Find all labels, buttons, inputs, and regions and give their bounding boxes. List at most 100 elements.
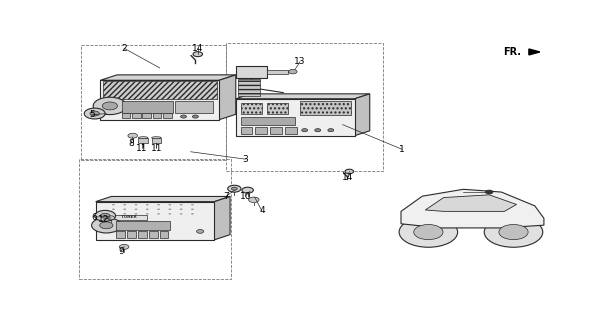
Bar	[122, 113, 131, 118]
Bar	[148, 231, 158, 237]
Bar	[116, 231, 124, 237]
Text: 14: 14	[192, 44, 204, 53]
Bar	[256, 127, 267, 133]
Bar	[138, 231, 147, 237]
Bar	[240, 103, 262, 114]
Circle shape	[191, 209, 194, 210]
Polygon shape	[236, 94, 370, 99]
Bar	[175, 101, 213, 113]
Circle shape	[146, 204, 149, 205]
Circle shape	[399, 217, 458, 247]
Circle shape	[157, 204, 160, 205]
Bar	[103, 81, 217, 99]
Text: 2: 2	[121, 44, 127, 53]
Text: 12: 12	[98, 215, 109, 224]
Circle shape	[169, 213, 171, 215]
Circle shape	[485, 190, 493, 194]
Circle shape	[100, 222, 113, 229]
Circle shape	[242, 187, 253, 193]
Polygon shape	[96, 196, 230, 202]
Circle shape	[197, 229, 204, 233]
Circle shape	[123, 204, 126, 205]
Circle shape	[146, 213, 149, 215]
Circle shape	[90, 111, 99, 116]
Circle shape	[180, 213, 183, 215]
Text: 13: 13	[294, 57, 306, 66]
Circle shape	[120, 244, 129, 249]
Circle shape	[499, 225, 528, 240]
Circle shape	[146, 209, 149, 210]
Bar	[240, 127, 253, 133]
Polygon shape	[101, 75, 236, 80]
Polygon shape	[219, 75, 236, 120]
Circle shape	[112, 209, 115, 210]
Text: 8: 8	[128, 139, 134, 148]
Bar	[240, 117, 295, 125]
Circle shape	[345, 169, 354, 174]
Text: 5: 5	[89, 110, 94, 119]
Text: 11: 11	[136, 144, 148, 153]
Circle shape	[192, 115, 199, 118]
Circle shape	[112, 213, 115, 215]
Bar	[96, 202, 215, 240]
Circle shape	[191, 204, 194, 205]
Circle shape	[101, 213, 110, 218]
Circle shape	[169, 209, 171, 210]
Bar	[300, 101, 351, 116]
Text: 7: 7	[223, 192, 229, 201]
Circle shape	[232, 187, 237, 190]
Bar	[101, 80, 219, 120]
Bar	[139, 138, 148, 143]
Circle shape	[112, 204, 115, 205]
Circle shape	[157, 213, 160, 215]
Text: 3: 3	[242, 155, 248, 164]
Bar	[111, 215, 147, 220]
Circle shape	[302, 129, 308, 132]
Bar	[127, 231, 135, 237]
Circle shape	[180, 209, 183, 210]
Circle shape	[157, 209, 160, 210]
Bar	[142, 113, 151, 118]
Bar	[132, 113, 140, 118]
Circle shape	[135, 204, 137, 205]
Circle shape	[128, 133, 137, 138]
Polygon shape	[529, 49, 540, 55]
Circle shape	[84, 108, 105, 119]
Circle shape	[94, 210, 116, 221]
Text: 10: 10	[240, 192, 251, 201]
Circle shape	[102, 102, 118, 110]
Bar	[151, 138, 161, 143]
Polygon shape	[354, 94, 370, 136]
Text: FR.: FR.	[503, 47, 521, 57]
Bar	[267, 70, 288, 74]
Bar	[236, 66, 267, 78]
Circle shape	[169, 204, 171, 205]
Circle shape	[181, 115, 186, 118]
Bar	[153, 113, 161, 118]
Polygon shape	[401, 189, 544, 228]
Text: 1: 1	[399, 145, 405, 154]
Circle shape	[414, 225, 443, 240]
Circle shape	[314, 129, 321, 132]
Circle shape	[91, 218, 121, 233]
Bar	[236, 99, 354, 136]
Text: 11: 11	[151, 144, 162, 153]
Bar	[159, 231, 169, 237]
Ellipse shape	[151, 137, 161, 139]
Text: 4: 4	[259, 206, 265, 215]
Ellipse shape	[139, 137, 148, 139]
Bar	[270, 127, 282, 133]
Polygon shape	[425, 195, 517, 212]
Bar	[122, 101, 173, 113]
Text: 14: 14	[341, 173, 353, 182]
Circle shape	[484, 217, 543, 247]
Circle shape	[180, 204, 183, 205]
Bar	[116, 221, 170, 230]
Circle shape	[289, 69, 297, 74]
Circle shape	[123, 209, 126, 210]
Circle shape	[193, 52, 202, 57]
Bar	[163, 113, 172, 118]
Bar	[267, 103, 288, 114]
Circle shape	[123, 213, 126, 215]
Circle shape	[191, 213, 194, 215]
